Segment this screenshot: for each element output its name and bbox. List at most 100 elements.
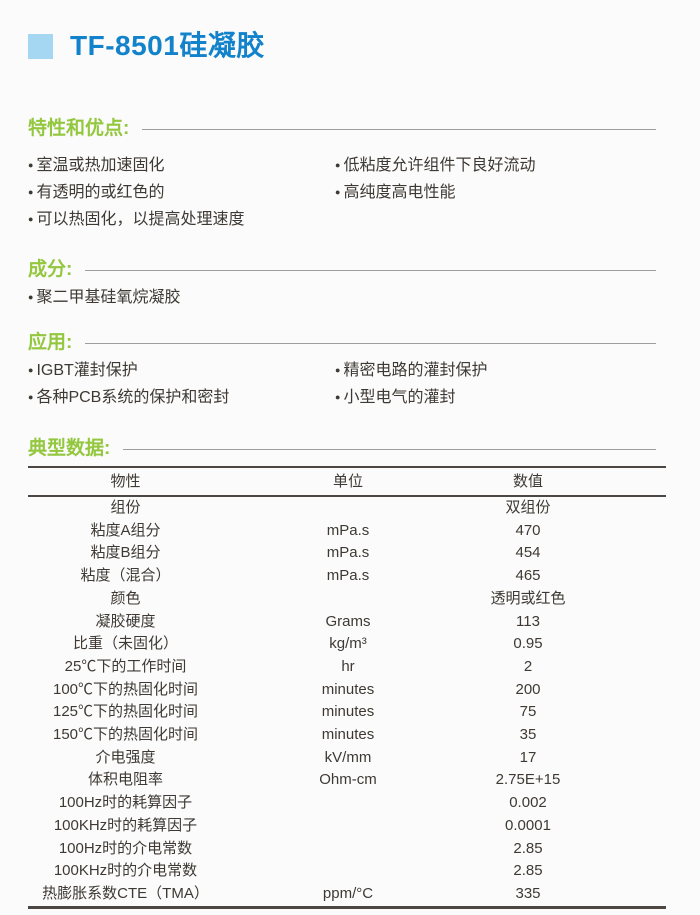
- value-cell: 465: [515, 567, 541, 585]
- unit-cell: [223, 815, 473, 838]
- filler-cell: [583, 679, 666, 702]
- value-cell: 双组份: [505, 499, 551, 516]
- filler-cell: [583, 724, 666, 747]
- value-cell: 0.0001: [505, 816, 551, 834]
- property-cell: 100Hz时的耗算因子: [58, 794, 193, 812]
- bullet-icon: ●: [335, 187, 341, 197]
- heading-rule: [85, 269, 656, 271]
- list-item: ● 可以热固化，以提高处理速度: [28, 206, 335, 233]
- table-row: 热膨胀系数CTE（TMA） ppm/°C 335: [28, 883, 666, 907]
- features-bullets-right: ● 低粘度允许组件下良好流动 ● 高纯度高电性能: [335, 152, 678, 233]
- bullet-text: 有透明的或红色的: [36, 184, 165, 201]
- unit-cell: Ohm-cm: [319, 771, 377, 789]
- filler-cell: [583, 860, 666, 883]
- unit-cell: kV/mm: [324, 748, 372, 766]
- section-heading-applications: 应用:: [28, 332, 73, 353]
- column-header-value: 数值: [512, 473, 543, 490]
- section-heading-features: 特性和优点:: [28, 118, 130, 139]
- bullet-text: 高纯度高电性能: [343, 184, 456, 201]
- table-row: 100KHz时的介电常数 2.85: [28, 860, 666, 883]
- bullet-icon: ●: [28, 187, 34, 197]
- unit-cell: kg/m³: [329, 635, 367, 653]
- section-typical-data-heading-row: 典型数据:: [28, 437, 656, 461]
- table-row: 粘度（混合） mPa.s 465: [28, 565, 666, 588]
- property-cell: 凝胶硬度: [95, 612, 156, 630]
- bullet-text: 低粘度允许组件下良好流动: [343, 157, 536, 174]
- applications-bullets-left: ● IGBT灌封保护 ● 各种PCB系统的保护和密封: [28, 357, 335, 411]
- filler-cell: [583, 792, 666, 815]
- section-heading-typical-data: 典型数据:: [28, 438, 111, 459]
- table-row: 组份 双组份: [28, 496, 666, 520]
- property-cell: 100Hz时的介电常数: [58, 839, 193, 857]
- filler-cell: [583, 769, 666, 792]
- bullet-text: 室温或热加速固化: [36, 157, 165, 174]
- page-title: TF-8501硅凝胶: [70, 30, 265, 61]
- value-cell: 200: [515, 680, 541, 698]
- table-row: 100℃下的热固化时间 minutes 200: [28, 679, 666, 702]
- list-item: ● 低粘度允许组件下良好流动: [335, 152, 678, 179]
- bullet-text: IGBT灌封保护: [36, 362, 138, 379]
- table-body: 组份 双组份粘度A组分 mPa.s 470 粘度B组分 mPa.s 454 粘度（混合） mPa…: [28, 496, 666, 907]
- filler-cell: [583, 701, 666, 724]
- page-header: TF-8501硅凝胶: [28, 30, 700, 62]
- section-features-heading-row: 特性和优点:: [28, 117, 656, 141]
- unit-cell: ppm/°C: [322, 884, 374, 902]
- column-header-property: 物性: [110, 473, 141, 490]
- table-row: 比重（未固化） kg/m³ 0.95: [28, 633, 666, 656]
- heading-rule: [85, 342, 656, 344]
- section-composition-heading-row: 成分:: [28, 258, 656, 282]
- table-row: 150℃下的热固化时间 minutes 35: [28, 724, 666, 747]
- bullet-icon: ●: [28, 392, 34, 402]
- property-cell: 25℃下的工作时间: [64, 657, 187, 675]
- filler-header: [583, 467, 666, 496]
- unit-cell: hr: [341, 657, 355, 675]
- filler-cell: [583, 588, 666, 611]
- property-cell: 100℃下的热固化时间: [52, 680, 199, 698]
- heading-rule: [123, 448, 656, 450]
- property-cell: 介电强度: [95, 748, 156, 766]
- table-row: 体积电阻率 Ohm-cm 2.75E+15: [28, 769, 666, 792]
- value-cell: 113: [516, 612, 540, 630]
- filler-cell: [583, 883, 666, 907]
- table-row: 粘度A组分 mPa.s 470: [28, 520, 666, 543]
- filler-cell: [583, 838, 666, 861]
- composition-bullets-right: [335, 284, 678, 311]
- value-cell: 2.85: [513, 839, 543, 857]
- bullet-icon: ●: [335, 365, 341, 375]
- section-applications-heading-row: 应用:: [28, 331, 656, 355]
- filler-cell: [583, 611, 666, 634]
- table-row: 100Hz时的耗算因子 0.002: [28, 792, 666, 815]
- section-heading-composition: 成分:: [28, 259, 73, 280]
- composition-bullets-left: ● 聚二甲基硅氧烷凝胶: [28, 284, 335, 311]
- property-cell: 粘度A组分: [90, 521, 161, 539]
- value-cell: 335: [515, 884, 541, 902]
- property-cell: 体积电阻率: [87, 771, 163, 789]
- filler-cell: [583, 565, 666, 588]
- unit-cell: mPa.s: [326, 544, 370, 562]
- unit-cell: [223, 496, 473, 520]
- value-cell: 2.75E+15: [495, 771, 561, 789]
- table-row: 介电强度 kV/mm 17: [28, 747, 666, 770]
- value-cell: 35: [519, 726, 537, 744]
- bullet-icon: ●: [28, 160, 34, 170]
- unit-cell: mPa.s: [326, 567, 370, 585]
- unit-cell: minutes: [321, 703, 375, 721]
- bullet-icon: ●: [28, 292, 34, 302]
- value-cell: 2.85: [513, 862, 543, 880]
- value-cell: 17: [519, 748, 537, 766]
- value-cell: 75: [519, 703, 537, 721]
- filler-cell: [583, 815, 666, 838]
- filler-cell: [583, 656, 666, 679]
- table-row: 粘度B组分 mPa.s 454: [28, 542, 666, 565]
- property-cell: 粘度（混合）: [80, 567, 171, 585]
- property-cell: 颜色: [110, 589, 141, 607]
- unit-cell: [223, 588, 473, 611]
- table-row: 颜色 透明或红色: [28, 588, 666, 611]
- property-cell: 组份: [110, 499, 141, 516]
- bullet-text: 可以热固化，以提高处理速度: [36, 211, 245, 228]
- value-cell: 2: [523, 657, 533, 675]
- unit-cell: minutes: [321, 726, 375, 744]
- typical-data-table: 物性 单位 数值 组份 双组份 粘度A组分 mPa.s 470 粘度B组分 mPa.s 454…: [28, 466, 666, 909]
- list-item: ● 室温或热加速固化: [28, 152, 335, 179]
- property-cell: 100KHz时的耗算因子: [53, 816, 198, 834]
